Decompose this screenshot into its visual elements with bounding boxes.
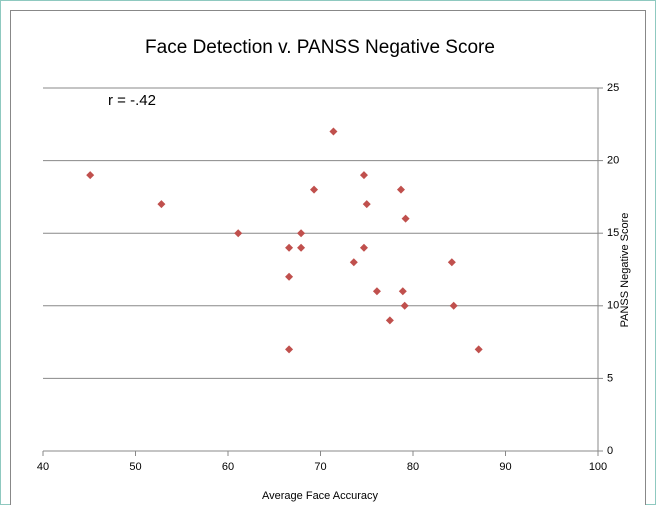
point (359, 171, 368, 180)
x-tick-label: 50 (129, 461, 141, 473)
point (396, 185, 405, 194)
point (398, 287, 407, 296)
x-tick-label: 40 (37, 461, 49, 473)
chart-title: Face Detection v. PANSS Negative Score (145, 37, 495, 58)
point (401, 214, 410, 223)
y-tick-label: 20 (607, 155, 619, 167)
x-tick-label: 100 (589, 461, 607, 473)
x-tick-label: 70 (314, 461, 326, 473)
point (362, 200, 371, 209)
point (285, 243, 294, 252)
point (297, 229, 306, 238)
point (400, 301, 409, 310)
y-tick-label: 25 (607, 82, 619, 94)
x-tick-label: 60 (222, 461, 234, 473)
point (372, 287, 381, 296)
point (285, 345, 294, 354)
point (474, 345, 483, 354)
point (359, 243, 368, 252)
x-tick-label: 90 (499, 461, 511, 473)
point (234, 229, 243, 238)
point (385, 316, 394, 325)
y-axis-label: PANSS Negative Score (619, 213, 631, 328)
x-axis-label: Average Face Accuracy (262, 490, 378, 502)
point (310, 185, 319, 194)
chart-border (10, 10, 646, 510)
point (86, 171, 95, 180)
point (449, 301, 458, 310)
y-tick-label: 10 (607, 300, 619, 312)
point (285, 272, 294, 281)
y-tick-label: 15 (607, 227, 619, 239)
point (157, 200, 166, 209)
y-tick-label: 0 (607, 445, 613, 457)
point (329, 127, 338, 136)
point (349, 258, 358, 267)
point (447, 258, 456, 267)
point (297, 243, 306, 252)
y-tick-label: 5 (607, 372, 613, 384)
annotation: r = -.42 (108, 92, 156, 109)
x-tick-label: 80 (407, 461, 419, 473)
